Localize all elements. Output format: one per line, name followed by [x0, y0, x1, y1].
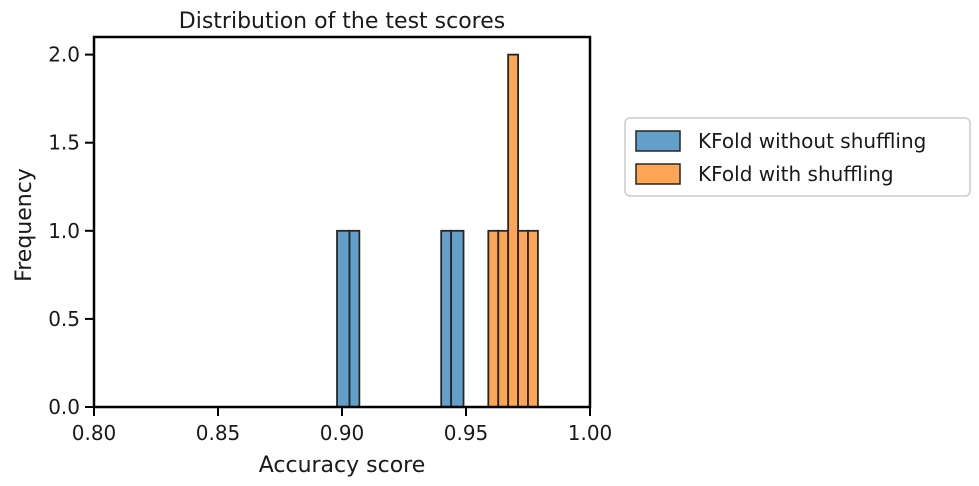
y-tick-label: 0.0	[48, 395, 80, 419]
x-tick-label: 0.95	[444, 421, 489, 445]
chart-title: Distribution of the test scores	[179, 9, 505, 34]
plot-frame	[92, 35, 592, 409]
legend-label: KFold without shuffling	[698, 129, 926, 153]
legend-swatch	[635, 130, 681, 152]
y-tick-label: 1.0	[48, 219, 80, 243]
bars-layer	[336, 53, 539, 408]
legend-box	[624, 117, 971, 197]
histogram-bar-series1-bin3	[517, 229, 529, 408]
x-tick-label: 0.80	[72, 421, 117, 445]
histogram-bar-series1-bin0	[487, 229, 500, 408]
histogram-bar-series1-bin4	[527, 229, 539, 408]
histogram-bar-series0-bin2	[440, 229, 453, 408]
x-tick-label: 0.90	[320, 421, 365, 445]
legend: KFold without shuffling KFold with shuffl…	[624, 117, 971, 197]
legend-swatch	[635, 163, 681, 185]
histogram-bar-series0-bin0	[336, 229, 351, 408]
y-tick-label: 1.5	[48, 131, 80, 155]
x-tick-label: 1.00	[568, 421, 613, 445]
legend-label: KFold with shuffling	[698, 162, 894, 186]
ticks-layer: 0.80 0.85 0.90 0.95 1.00 0.0 0.5 1.0 1.5 2.0	[48, 43, 612, 445]
x-tick-label: 0.85	[196, 421, 241, 445]
histogram-bar-series1-bin2	[507, 53, 519, 408]
histogram-bar-series0-bin1	[348, 229, 361, 408]
histogram-bar-series0-bin3	[450, 229, 465, 408]
y-axis-label: Frequency	[12, 168, 37, 282]
histogram-bar-series1-bin1	[497, 229, 510, 408]
y-tick-label: 0.5	[48, 307, 80, 331]
y-tick-label: 2.0	[48, 43, 80, 67]
x-axis-label: Accuracy score	[259, 453, 426, 478]
